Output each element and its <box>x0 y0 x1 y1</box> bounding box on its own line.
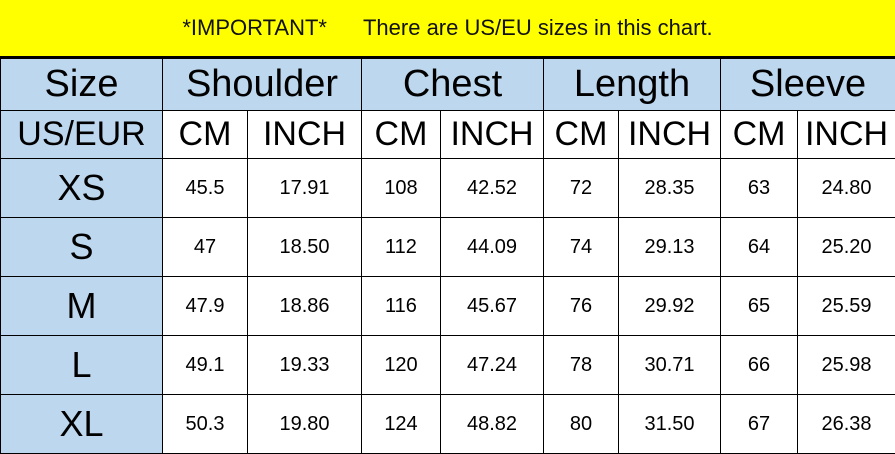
size-cell: XS <box>1 159 163 218</box>
value-cell: 72 <box>544 159 619 218</box>
value-cell: 18.50 <box>248 218 362 277</box>
value-cell: 42.52 <box>441 159 544 218</box>
unit-header: INCH <box>441 111 544 159</box>
value-cell: 24.80 <box>798 159 895 218</box>
size-header: Size <box>1 59 163 111</box>
sleeve-header: Sleeve <box>721 59 895 111</box>
value-cell: 25.59 <box>798 277 895 336</box>
value-cell: 74 <box>544 218 619 277</box>
size-chart-table: Size Shoulder Chest Length Sleeve US/EUR… <box>0 58 895 454</box>
value-cell: 28.35 <box>619 159 721 218</box>
value-cell: 80 <box>544 395 619 454</box>
shoulder-header: Shoulder <box>163 59 362 111</box>
value-cell: 18.86 <box>248 277 362 336</box>
value-cell: 76 <box>544 277 619 336</box>
size-cell: XL <box>1 395 163 454</box>
value-cell: 19.33 <box>248 336 362 395</box>
value-cell: 63 <box>721 159 798 218</box>
value-cell: 112 <box>362 218 441 277</box>
value-cell: 50.3 <box>163 395 248 454</box>
unit-header: CM <box>163 111 248 159</box>
header-row: Size Shoulder Chest Length Sleeve <box>1 59 895 111</box>
value-cell: 78 <box>544 336 619 395</box>
value-cell: 47.24 <box>441 336 544 395</box>
value-cell: 44.09 <box>441 218 544 277</box>
value-cell: 26.38 <box>798 395 895 454</box>
chest-header: Chest <box>362 59 544 111</box>
value-cell: 124 <box>362 395 441 454</box>
value-cell: 120 <box>362 336 441 395</box>
value-cell: 45.67 <box>441 277 544 336</box>
size-cell: L <box>1 336 163 395</box>
value-cell: 47.9 <box>163 277 248 336</box>
value-cell: 66 <box>721 336 798 395</box>
value-cell: 25.98 <box>798 336 895 395</box>
unit-header: CM <box>362 111 441 159</box>
important-banner: *IMPORTANT* There are US/EU sizes in thi… <box>0 0 895 58</box>
value-cell: 108 <box>362 159 441 218</box>
value-cell: 49.1 <box>163 336 248 395</box>
size-cell: M <box>1 277 163 336</box>
size-system-header: US/EUR <box>1 111 163 159</box>
value-cell: 29.13 <box>619 218 721 277</box>
size-cell: S <box>1 218 163 277</box>
value-cell: 47 <box>163 218 248 277</box>
value-cell: 116 <box>362 277 441 336</box>
value-cell: 64 <box>721 218 798 277</box>
unit-header: CM <box>721 111 798 159</box>
value-cell: 45.5 <box>163 159 248 218</box>
length-header: Length <box>544 59 721 111</box>
value-cell: 31.50 <box>619 395 721 454</box>
unit-header: INCH <box>619 111 721 159</box>
unit-header: INCH <box>248 111 362 159</box>
value-cell: 48.82 <box>441 395 544 454</box>
value-cell: 65 <box>721 277 798 336</box>
value-cell: 25.20 <box>798 218 895 277</box>
banner-note: There are US/EU sizes in this chart. <box>363 15 713 41</box>
value-cell: 67 <box>721 395 798 454</box>
value-cell: 29.92 <box>619 277 721 336</box>
value-cell: 19.80 <box>248 395 362 454</box>
value-cell: 30.71 <box>619 336 721 395</box>
unit-header: INCH <box>798 111 895 159</box>
unit-header: CM <box>544 111 619 159</box>
value-cell: 17.91 <box>248 159 362 218</box>
important-label: *IMPORTANT* <box>182 15 327 41</box>
